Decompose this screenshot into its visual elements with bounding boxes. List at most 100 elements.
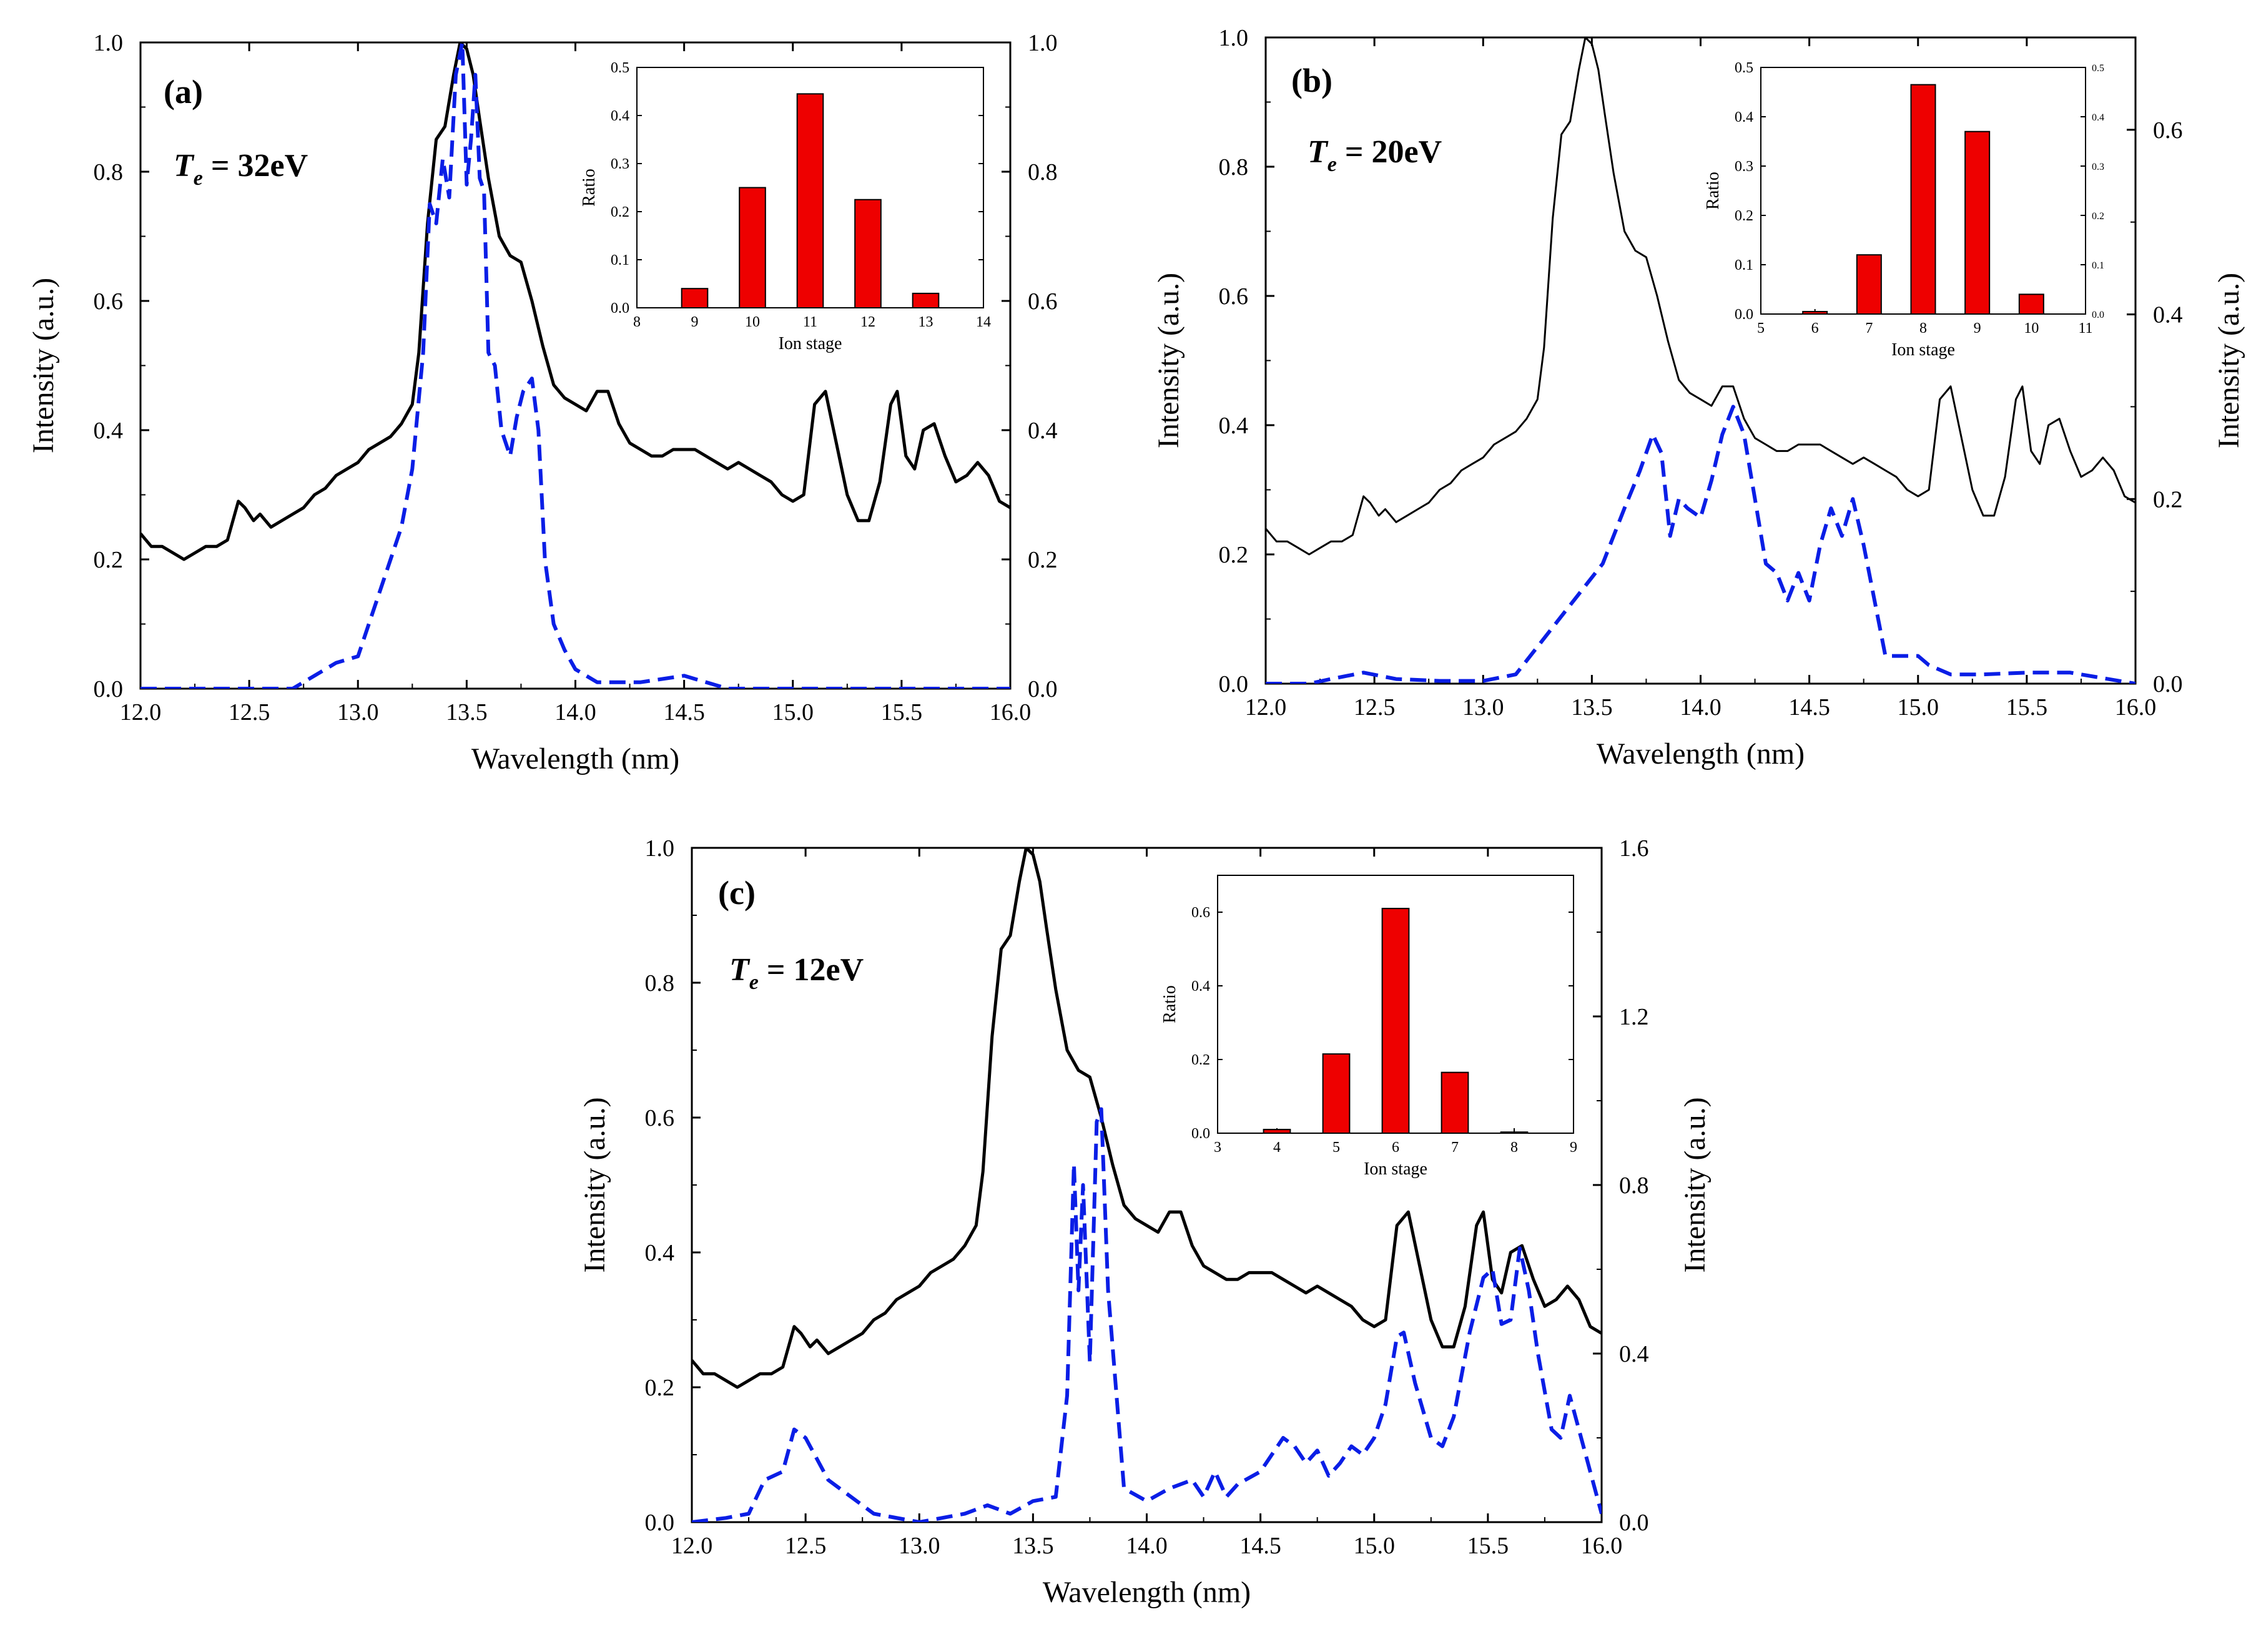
inset-bar	[739, 187, 766, 308]
inset-x-tick-label: 9	[691, 314, 699, 330]
x-tick-label: 13.5	[446, 699, 488, 725]
inset-x-axis-label: Ion stage	[1364, 1159, 1427, 1179]
x-axis-label: Wavelength (nm)	[1043, 1576, 1251, 1609]
y-tick-label-right: 0.8	[1619, 1173, 1649, 1199]
x-tick-label: 14.5	[1788, 694, 1830, 720]
y-tick-label-right: 0.0	[2153, 671, 2183, 697]
y-tick-label-right: 1.2	[1619, 1004, 1649, 1030]
y-tick-label-right: 0.0	[1028, 676, 1058, 702]
panel-c: 12.0 12.5 13.0 13.5 14.0 14.5 15.0 15.5 16.00.00…	[578, 835, 1712, 1609]
inset-y-axis-label: Ratio	[579, 169, 599, 207]
inset-x-axis-label: Ion stage	[779, 334, 842, 353]
te-symbol: T	[729, 952, 751, 988]
inset-y-tick-label-right: 0.1	[2092, 260, 2104, 271]
te-symbol: T	[1308, 134, 1329, 170]
inset-y-axis-label: Ratio	[1703, 172, 1723, 210]
inset-x-tick-label: 9	[1974, 320, 1981, 337]
x-tick-label: 13.5	[1571, 694, 1613, 720]
y-tick-label-left: 0.0	[94, 676, 124, 702]
x-tick-label: 14.5	[1239, 1533, 1281, 1559]
x-tick-label: 14.0	[554, 699, 596, 725]
inset-bar	[1381, 908, 1410, 1134]
y-tick-label-left: 0.8	[1219, 154, 1249, 180]
inset-y-tick-label: 0.5	[1735, 60, 1753, 76]
x-axis-label: Wavelength (nm)	[1597, 737, 1805, 770]
panel-b: 12.0 12.5 13.0 13.5 14.0 14.5 15.0 15.5 16.00.0 0…	[1152, 25, 2245, 770]
panel-label: (b)	[1291, 62, 1332, 99]
y-tick-label-left: 0.8	[94, 159, 124, 185]
y-tick-label-left: 0.6	[94, 288, 124, 315]
inset-bar	[796, 93, 824, 308]
inset-y-tick-label: 0.5	[611, 60, 629, 76]
panel-a: 12.0 12.5 13.0 13.5 14.0 14.5 15.0 15.5 16.00.00…	[27, 30, 1058, 775]
inset-bar	[912, 292, 940, 308]
y-tick-label-left: 1.0	[645, 835, 675, 862]
x-tick-label: 15.0	[1898, 694, 1939, 720]
series-calculated	[1266, 405, 2135, 684]
inset-x-tick-label: 8	[1919, 320, 1927, 337]
y-tick-label-left: 0.2	[1219, 542, 1249, 568]
y-tick-label-left: 0.8	[645, 970, 675, 996]
x-tick-label: 12.0	[1245, 694, 1287, 720]
inset-x-tick-label: 10	[2024, 320, 2039, 337]
te-value: = 12eV	[759, 952, 864, 988]
inset-y-tick-label-right: 0.2	[2092, 211, 2104, 222]
inset-a: 8 9 10 11 12 13 14 0.0 0.1 0.2 0.3 0.4 0.5 Ion stage R…	[579, 60, 991, 353]
inset-x-tick-label: 4	[1273, 1139, 1281, 1156]
y-axis-label-right: Intensity (a.u.)	[2212, 273, 2245, 448]
y-tick-label-right: 1.0	[1028, 30, 1058, 56]
te-value: = 20eV	[1337, 134, 1442, 170]
inset-y-tick-label: 0.2	[1191, 1052, 1210, 1068]
te-subscript: e	[194, 167, 203, 190]
inset-y-tick-label: 0.2	[611, 204, 629, 220]
x-tick-label: 15.5	[2006, 694, 2048, 720]
y-tick-label-right: 0.8	[1028, 159, 1058, 185]
temperature-label: Te = 32eV	[174, 148, 308, 190]
inset-bar	[2018, 293, 2044, 315]
inset-x-tick-label: 5	[1332, 1139, 1340, 1156]
inset-y-tick-label-right: 0.5	[2092, 63, 2104, 74]
inset-x-tick-label: 13	[919, 314, 933, 330]
inset-y-tick-label: 0.0	[611, 300, 629, 317]
temperature-label: Te = 12eV	[729, 952, 864, 994]
y-axis-label-left: Intensity (a.u.)	[578, 1097, 611, 1272]
inset-y-axis-label: Ratio	[1160, 985, 1180, 1023]
inset-y-tick-label: 0.1	[611, 252, 629, 268]
y-tick-label-right: 0.0	[1619, 1510, 1649, 1536]
x-tick-label: 13.0	[1462, 694, 1504, 720]
inset-y-tick-label: 0.3	[1735, 159, 1753, 175]
inset-x-tick-label: 11	[2078, 320, 2092, 337]
x-tick-label: 14.0	[1680, 694, 1721, 720]
inset-bar	[1441, 1071, 1469, 1134]
x-tick-label: 12.5	[1354, 694, 1396, 720]
y-tick-label-right: 0.4	[1619, 1341, 1649, 1367]
y-tick-label-left: 0.2	[645, 1375, 675, 1401]
inset-x-tick-label: 8	[1510, 1139, 1518, 1156]
inset-x-tick-label: 6	[1392, 1139, 1399, 1156]
series-experimental	[692, 848, 1602, 1389]
inset-y-tick-label: 0.3	[611, 156, 629, 172]
inset-x-tick-label: 6	[1811, 320, 1819, 337]
x-tick-label: 16.0	[990, 699, 1032, 725]
x-tick-label: 15.0	[1354, 1533, 1396, 1559]
series-experimental	[1266, 37, 2135, 556]
y-tick-label-left: 0.4	[645, 1240, 675, 1266]
x-tick-label: 12.5	[229, 699, 270, 725]
x-tick-label: 16.0	[1581, 1533, 1623, 1559]
inset-x-tick-label: 14	[976, 314, 991, 330]
series-calculated	[140, 42, 1010, 689]
inset-x-tick-label: 9	[1570, 1139, 1577, 1156]
inset-bar	[1856, 254, 1882, 315]
inset-bar	[1322, 1053, 1351, 1134]
panel-label: (a)	[164, 73, 203, 111]
inset-bar	[681, 288, 709, 309]
x-tick-label: 15.5	[881, 699, 923, 725]
x-tick-label: 16.0	[2115, 694, 2157, 720]
inset-y-tick-label: 0.1	[1735, 257, 1753, 273]
y-tick-label-right: 0.2	[1028, 547, 1058, 573]
inset-x-axis-label: Ion stage	[1891, 340, 1955, 360]
inset-y-tick-label: 0.4	[611, 108, 629, 124]
inset-y-tick-label: 0.4	[1735, 109, 1753, 125]
te-subscript: e	[1327, 153, 1337, 176]
